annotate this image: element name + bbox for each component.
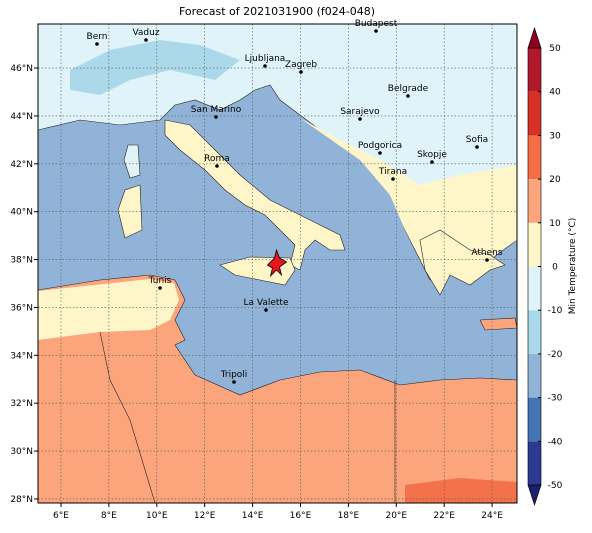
y-tick-label: 28°N <box>10 495 33 505</box>
city-label: La Valette <box>244 298 289 308</box>
city-dot <box>430 160 434 164</box>
colorbar-segment <box>528 397 541 442</box>
star-marker <box>266 248 288 278</box>
crete <box>479 317 517 331</box>
city-label: Athens <box>471 248 502 258</box>
city-dot <box>485 258 489 262</box>
x-tick-label: 14°E <box>242 511 264 521</box>
city-dot <box>475 145 479 149</box>
alps-cold <box>70 40 240 95</box>
city-label: Zagreb <box>285 60 317 70</box>
city-label: Ljubljana <box>245 54 286 64</box>
colorbar-segment <box>528 91 541 136</box>
x-tick-label: 8°E <box>101 511 117 521</box>
city-label: Belgrade <box>388 84 429 94</box>
colorbar-segment <box>528 179 541 223</box>
colorbar-tick-label: -40 <box>548 437 563 447</box>
city-dot <box>358 117 362 121</box>
city-dot <box>374 29 378 33</box>
city-dot <box>263 64 267 68</box>
x-tick-label: 6°E <box>53 511 69 521</box>
city-label: San Marino <box>191 105 242 115</box>
y-tick-label: 42°N <box>10 160 33 170</box>
colorbar-segment <box>528 222 541 267</box>
city-dot <box>215 164 219 168</box>
colorbar-tick-label: -20 <box>548 350 563 360</box>
colorbar-tick-label: -30 <box>548 394 563 404</box>
colorbar-over <box>527 27 542 49</box>
city-dot <box>391 177 395 181</box>
tunisia-warm <box>38 279 179 340</box>
colorbar-tick-label: 30 <box>549 131 561 141</box>
city-dot <box>264 308 268 312</box>
title: Forecast of 2021031900 (f024-048) <box>179 5 375 18</box>
y-tick-label: 34°N <box>10 351 33 361</box>
x-tick-label: 10°E <box>146 511 168 521</box>
colorbar-tick-label: 20 <box>549 175 561 185</box>
y-tick-label: 40°N <box>10 208 33 218</box>
city-label: Skopje <box>417 150 447 160</box>
city-dot <box>378 151 382 155</box>
city-dot <box>232 380 236 384</box>
colorbar-segment <box>528 310 541 354</box>
y-tick-label: 30°N <box>10 447 33 457</box>
colorbar-tick-label: 40 <box>549 88 561 98</box>
border <box>99 331 156 503</box>
map-field <box>38 24 517 503</box>
y-tick-label: 44°N <box>10 112 33 122</box>
map-frame <box>37 23 518 504</box>
city-dot <box>158 286 162 290</box>
city-label: Budapest <box>355 19 398 29</box>
city-dot <box>144 38 148 42</box>
colorbar-tick-label: 0 <box>552 263 558 273</box>
colorbar-tick-label: -10 <box>548 306 563 316</box>
colorbar-segment <box>528 353 541 398</box>
city-label: Sarajevo <box>340 107 380 117</box>
colorbar-segment <box>528 135 541 180</box>
city-label: Podgorica <box>358 141 402 151</box>
city-label: Tunis <box>148 276 172 286</box>
x-tick-label: 22°E <box>433 511 455 521</box>
y-tick-label: 36°N <box>10 303 33 313</box>
city-label: Bern <box>87 32 108 42</box>
colorbar-tick-label: 50 <box>549 44 561 54</box>
x-tick-label: 12°E <box>194 511 216 521</box>
hot-patch <box>405 478 517 503</box>
colorbar-under <box>527 484 542 506</box>
y-tick-label: 46°N <box>10 64 33 74</box>
x-tick-label: 24°E <box>481 511 503 521</box>
x-tick-label: 16°E <box>290 511 312 521</box>
balkans-warm <box>300 118 517 278</box>
y-tick-label: 38°N <box>10 256 33 266</box>
x-tick-label: 20°E <box>385 511 407 521</box>
colorbar-segment <box>528 266 541 311</box>
city-dot <box>95 42 99 46</box>
city-label: Vaduz <box>132 28 159 38</box>
city-label: Tripoli <box>220 370 248 380</box>
city-dot <box>406 94 410 98</box>
y-tick-label: 32°N <box>10 399 33 409</box>
colorbar-tick-label: -50 <box>548 481 563 491</box>
city-dot <box>299 70 303 74</box>
colorbar-segment <box>528 441 541 485</box>
city-label: Sofia <box>466 135 488 145</box>
africa <box>38 274 517 503</box>
colorbar-tick-label: 10 <box>549 219 561 229</box>
colorbar-label: Min Temperature (°C) <box>568 218 578 315</box>
city-dot <box>214 115 218 119</box>
greece <box>419 229 506 296</box>
city-label: Roma <box>204 154 230 164</box>
city-label: Tirana <box>378 167 407 177</box>
colorbar-segment <box>528 48 541 92</box>
italy <box>164 119 346 271</box>
x-tick-label: 18°E <box>338 511 360 521</box>
corsica <box>123 144 141 179</box>
